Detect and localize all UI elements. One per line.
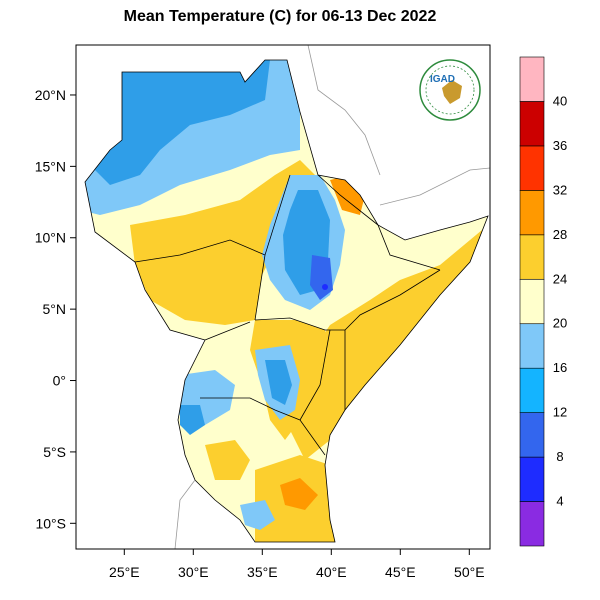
colorbar-label: 4 [556, 494, 563, 509]
colorbar-swatch [519, 145, 545, 191]
colorbar-swatch [519, 190, 545, 236]
igad-logo: IGAD [419, 59, 481, 121]
colorbar-label: 24 [553, 271, 567, 286]
colorbar-label: 12 [553, 405, 567, 420]
map-title: Mean Temperature (C) for 06-13 Dec 2022 [123, 8, 437, 25]
x-tick-label: 50°E [454, 564, 485, 580]
colorbar-label: 8 [556, 449, 563, 464]
x-tick-label: 35°E [247, 564, 278, 580]
country-boundaries [84, 59, 489, 543]
colorbar-swatch [519, 101, 545, 147]
y-tick-label: 15°N [35, 158, 66, 174]
x-axis-ticks: 25°E 30°E 35°E 40°E 45°E 50°E [109, 549, 485, 580]
colorbar-label: 40 [553, 93, 567, 108]
colorbar-label: 32 [553, 182, 567, 197]
colorbar-swatch [519, 234, 545, 280]
x-tick-label: 25°E [109, 564, 140, 580]
colorbar-swatch [519, 56, 545, 102]
colorbar-swatch [519, 323, 545, 369]
y-tick-label: 20°N [35, 87, 66, 103]
colorbar-label: 20 [553, 316, 567, 331]
surrounding-coastlines [174, 44, 491, 550]
colorbar-swatch [519, 367, 545, 413]
igad-logo-text: IGAD [430, 74, 455, 85]
y-tick-label: 5°S [43, 444, 66, 460]
colorbar-swatch [519, 456, 545, 502]
colorbar-label: 16 [553, 360, 567, 375]
colorbar-swatch [519, 412, 545, 458]
x-tick-label: 40°E [316, 564, 347, 580]
africa-map-icon [442, 80, 462, 104]
x-tick-label: 45°E [385, 564, 416, 580]
colorbar-swatch [519, 278, 545, 325]
y-tick-label: 10°N [35, 230, 66, 246]
y-tick-label: 10°S [35, 515, 66, 531]
colorbar-swatch [519, 501, 545, 547]
colorbar-label: 28 [553, 227, 567, 242]
plot-frame [75, 44, 491, 550]
colorbar: 4 8 12 16 20 24 28 32 36 40 [519, 56, 567, 547]
x-tick-label: 30°E [178, 564, 209, 580]
y-tick-label: 5°N [43, 301, 67, 317]
colorbar-label: 36 [553, 138, 567, 153]
y-tick-label: 0° [53, 373, 66, 389]
y-axis-ticks: 20°N 15°N 10°N 5°N 0° 5°S 10°S [35, 87, 76, 531]
